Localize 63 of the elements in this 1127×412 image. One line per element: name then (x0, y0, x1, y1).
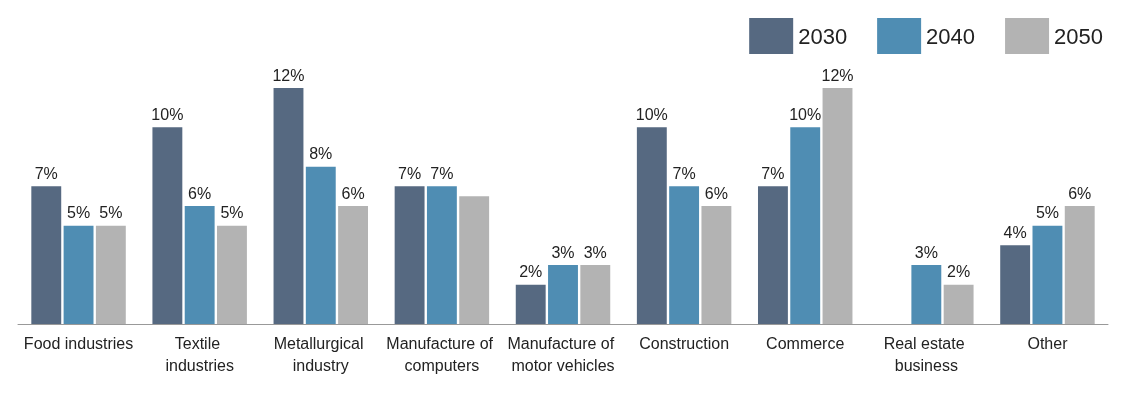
x-tick-label: Manufacture of motor vehicles (507, 334, 619, 374)
x-tick-label: Real estate business (883, 334, 970, 374)
bar (95, 225, 126, 324)
x-tick-label: Manufacture of computers (386, 334, 498, 374)
data-label: 12% (821, 66, 854, 84)
data-label: 2% (947, 263, 971, 281)
data-label: 10% (635, 105, 668, 123)
data-label: 5% (99, 204, 123, 222)
bar (701, 206, 732, 324)
bar (1032, 225, 1063, 324)
bar (152, 127, 183, 324)
bar (790, 127, 821, 324)
x-tick-label: Metallurgical industry (273, 334, 368, 374)
bar (911, 265, 942, 324)
data-label: 7% (34, 164, 58, 182)
data-label: 3% (583, 243, 607, 261)
bar (426, 186, 457, 324)
bar (459, 196, 490, 324)
data-label: 6% (341, 184, 365, 202)
bar (31, 186, 62, 324)
x-tick-label: Other (1027, 334, 1069, 352)
bar (184, 206, 215, 324)
data-label: 12% (272, 66, 305, 84)
data-label: 5% (66, 204, 91, 222)
bar (1000, 245, 1031, 324)
data-label: 4% (1003, 223, 1027, 241)
data-label: 7% (672, 164, 696, 182)
data-label: 6% (1068, 184, 1092, 202)
data-label: 5% (220, 204, 244, 222)
bar (548, 265, 578, 324)
bar (338, 206, 369, 324)
bar (636, 127, 667, 324)
legend-label: 2030 (798, 23, 848, 49)
data-label: 3% (914, 243, 938, 261)
data-label: 7% (398, 164, 422, 182)
bar (63, 225, 94, 324)
bar (757, 186, 788, 324)
bar (1064, 206, 1095, 324)
bar (305, 166, 336, 324)
bar (943, 284, 974, 324)
bar (580, 265, 611, 324)
x-tick-label: Commerce (766, 334, 845, 352)
legend-label: 2040 (926, 23, 976, 49)
x-tick-label: Food industries (23, 334, 134, 352)
bar (394, 186, 425, 324)
data-label: 5% (1035, 204, 1060, 222)
data-label: 7% (430, 164, 454, 182)
data-label: 2% (519, 263, 543, 281)
bar (822, 88, 853, 324)
x-tick-label: Textile industries (165, 334, 234, 374)
data-label: 7% (761, 164, 785, 182)
legend-label: 2050 (1054, 23, 1104, 49)
data-label: 10% (789, 105, 822, 123)
data-label: 6% (704, 184, 728, 202)
data-label: 6% (188, 184, 212, 202)
bar (273, 88, 304, 324)
bar (669, 186, 700, 324)
data-label: 3% (551, 243, 575, 261)
data-label: 8% (309, 145, 333, 163)
bar (515, 284, 546, 324)
data-label: 10% (151, 105, 184, 123)
x-tick-label: Construction (639, 334, 730, 352)
bar (217, 225, 247, 324)
